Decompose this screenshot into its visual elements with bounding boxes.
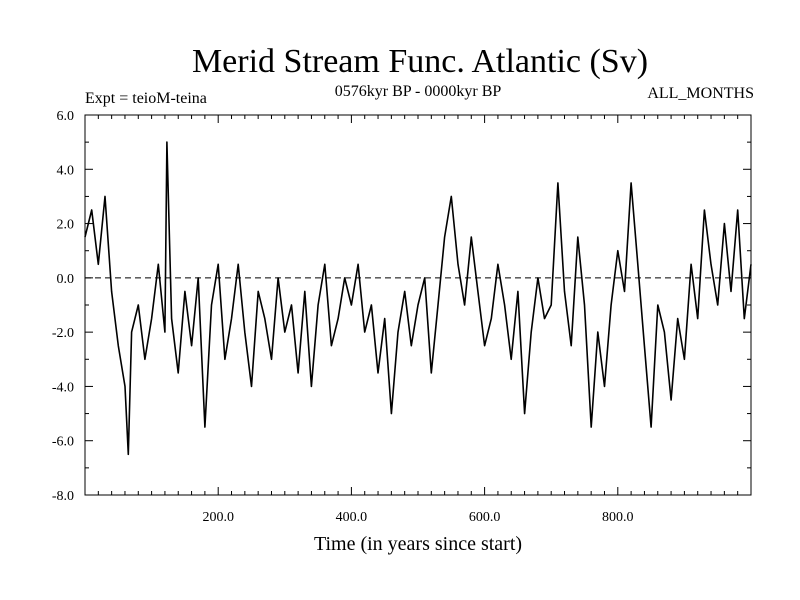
y-tick-label: -6.0	[52, 435, 74, 450]
y-tick-label: 6.0	[57, 109, 75, 124]
y-tick-label: -2.0	[52, 326, 74, 341]
x-tick-label: 400.0	[336, 510, 368, 525]
y-tick-label: 0.0	[57, 272, 75, 287]
x-tick-label: 200.0	[202, 510, 234, 525]
series-line	[84, 141, 752, 456]
x-tick-label: 800.0	[602, 510, 634, 525]
y-tick-label: -8.0	[52, 489, 74, 504]
x-axis-label: Time (in years since start)	[314, 533, 522, 555]
x-tick-label: 600.0	[469, 510, 501, 525]
time-range-label: 0576kyr BP - 0000kyr BP	[335, 83, 502, 100]
months-label: ALL_MONTHS	[647, 85, 754, 102]
experiment-label: Expt = teioM-teina	[85, 90, 207, 107]
y-tick-label: 2.0	[57, 218, 75, 233]
y-tick-label: 4.0	[57, 163, 75, 178]
y-axis: -8.0 -6.0 -4.0 -2.0 0.0 2.0 4.0 6.0	[52, 109, 751, 504]
y-tick-label: -4.0	[52, 380, 74, 395]
x-axis: 200.0 400.0 600.0 800.0	[97, 115, 739, 525]
chart-title: Merid Stream Func. Atlantic (Sv)	[192, 43, 648, 80]
